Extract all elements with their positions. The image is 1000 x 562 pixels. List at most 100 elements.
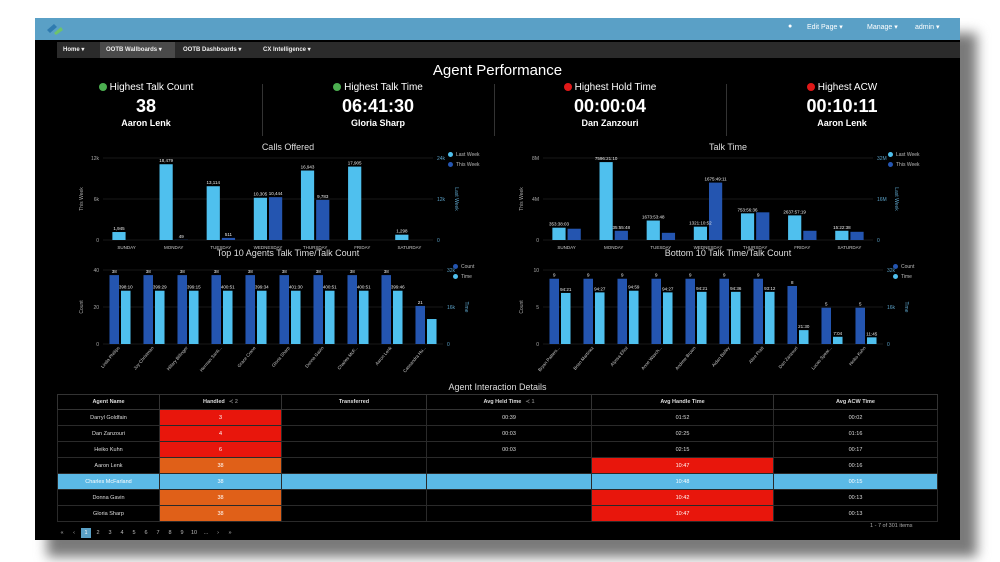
bar-count[interactable] — [211, 275, 221, 344]
bar-count[interactable] — [821, 307, 831, 344]
bar-time[interactable] — [833, 336, 843, 344]
next-page-button[interactable]: › — [217, 530, 219, 536]
bar-time[interactable] — [867, 337, 877, 344]
page-button[interactable]: ... — [203, 530, 209, 536]
bar-count[interactable] — [109, 275, 119, 344]
bar-count[interactable] — [415, 305, 425, 344]
table-row[interactable]: Aaron Lenk 38 10:47 00:16 — [57, 457, 938, 474]
user-menu-button[interactable]: admin ▾ — [915, 24, 940, 31]
bar-time[interactable] — [121, 290, 131, 344]
bar-count[interactable] — [583, 278, 593, 344]
bar-this-week[interactable] — [803, 230, 817, 240]
help-icon[interactable]: ● — [788, 23, 793, 30]
bar-time[interactable] — [731, 291, 741, 344]
bar-last-week[interactable] — [693, 226, 707, 240]
tab-cx-intelligence[interactable]: CX Intelligence ▾ — [263, 47, 311, 53]
last-page-button[interactable]: » — [228, 530, 232, 536]
bar-count[interactable] — [753, 278, 763, 344]
bar-last-week[interactable] — [112, 232, 126, 240]
page-button[interactable]: 3 — [108, 530, 112, 536]
col-agent-name[interactable]: Agent Name — [57, 394, 160, 410]
bar-count[interactable] — [651, 278, 661, 344]
bar-time[interactable] — [325, 290, 335, 344]
page-button[interactable]: 1 — [81, 528, 91, 538]
edit-page-button[interactable]: Edit Page ▾ — [807, 24, 843, 31]
bar-count[interactable] — [719, 278, 729, 344]
bar-last-week[interactable] — [835, 230, 849, 240]
bar-this-week[interactable] — [316, 199, 330, 240]
table-row[interactable]: Gloria Sharp 38 10:47 00:13 — [57, 505, 938, 522]
bar-this-week[interactable] — [614, 230, 628, 240]
bar-count[interactable] — [347, 275, 357, 344]
bar-time[interactable] — [697, 291, 707, 344]
table-row[interactable]: Charles McFarland 38 10:48 00:15 — [57, 473, 938, 490]
tab-ootb-dashboards[interactable]: OOTB Dashboards ▾ — [183, 47, 242, 53]
bar-time[interactable] — [799, 330, 809, 344]
col-avg-handle-time[interactable]: Avg Handle Time — [591, 394, 774, 410]
bar-count[interactable] — [787, 285, 797, 344]
bar-time[interactable] — [359, 290, 369, 344]
bar-this-week[interactable] — [756, 212, 770, 240]
col-transferred[interactable]: Transferred — [281, 394, 427, 410]
bar-time[interactable] — [291, 290, 301, 344]
bar-count[interactable] — [549, 278, 559, 344]
page-button[interactable]: 7 — [156, 530, 160, 536]
bar-time[interactable] — [223, 290, 233, 344]
bar-time[interactable] — [257, 290, 267, 344]
bar-last-week[interactable] — [740, 213, 755, 240]
bar-time[interactable] — [393, 290, 403, 344]
page-button[interactable]: 9 — [180, 530, 184, 536]
bar-count[interactable] — [855, 307, 865, 344]
bar-count[interactable] — [381, 275, 391, 344]
bar-time[interactable] — [663, 292, 673, 344]
bar-count[interactable] — [617, 278, 627, 344]
manage-menu-button[interactable]: Manage ▾ — [867, 24, 898, 31]
page-button[interactable]: 5 — [132, 530, 136, 536]
bar-last-week[interactable] — [206, 186, 220, 240]
bar-this-week[interactable] — [269, 197, 283, 240]
bar-time[interactable] — [629, 290, 639, 344]
bar-count[interactable] — [685, 278, 695, 344]
bar-last-week[interactable] — [788, 215, 802, 240]
bar-count[interactable] — [313, 275, 323, 344]
table-row[interactable]: Donna Gavin 38 10:42 00:13 — [57, 489, 938, 506]
bar-this-week[interactable] — [567, 228, 581, 240]
bar-time[interactable] — [765, 291, 775, 344]
bar-this-week[interactable] — [850, 231, 864, 240]
bar-last-week[interactable] — [300, 170, 315, 240]
bar-time[interactable] — [189, 290, 199, 344]
col-handled[interactable]: Handled ≺ 2 — [159, 394, 282, 410]
page-button[interactable]: 10 — [190, 530, 198, 536]
bar-time[interactable] — [595, 292, 605, 344]
table-row[interactable]: Dan Zanzouri 4 00:03 02:25 01:16 — [57, 425, 938, 442]
col-avg-held-time[interactable]: Avg Held Time ≺ 1 — [426, 394, 592, 410]
bar-last-week[interactable] — [395, 234, 409, 240]
bar-last-week[interactable] — [599, 162, 613, 240]
bar-count[interactable] — [245, 275, 255, 344]
page-button[interactable]: 6 — [144, 530, 148, 536]
bar-time[interactable] — [427, 319, 437, 344]
bar-time[interactable] — [155, 290, 165, 344]
table-row[interactable]: Darryl Goldfain 3 00:39 01:52 00:02 — [57, 409, 938, 426]
prev-page-button[interactable]: ‹ — [73, 530, 75, 536]
bar-last-week[interactable] — [159, 164, 173, 240]
bar-last-week[interactable] — [646, 220, 660, 240]
page-button[interactable]: 2 — [96, 530, 100, 536]
bar-last-week[interactable] — [348, 166, 362, 240]
bar-last-week[interactable] — [552, 227, 566, 240]
bar-count[interactable] — [177, 275, 187, 344]
bar-this-week[interactable] — [661, 232, 676, 240]
tab-ootb-wallboards[interactable]: OOTB Wallboards ▾ — [100, 42, 175, 58]
bar-time[interactable] — [561, 292, 571, 344]
bar-count[interactable] — [279, 275, 289, 344]
page-button[interactable]: 4 — [120, 530, 124, 536]
table-row[interactable]: Heiko Kuhn 6 00:03 02:15 00:17 — [57, 441, 938, 458]
bar-last-week[interactable] — [253, 197, 267, 240]
col-avg-acw-time[interactable]: Avg ACW Time — [773, 394, 938, 410]
tab-home[interactable]: Home ▾ — [63, 47, 85, 53]
first-page-button[interactable]: « — [60, 530, 64, 536]
bar-this-week[interactable] — [221, 237, 236, 240]
page-button[interactable]: 8 — [168, 530, 172, 536]
bar-count[interactable] — [143, 275, 153, 344]
bar-this-week[interactable] — [709, 182, 723, 240]
